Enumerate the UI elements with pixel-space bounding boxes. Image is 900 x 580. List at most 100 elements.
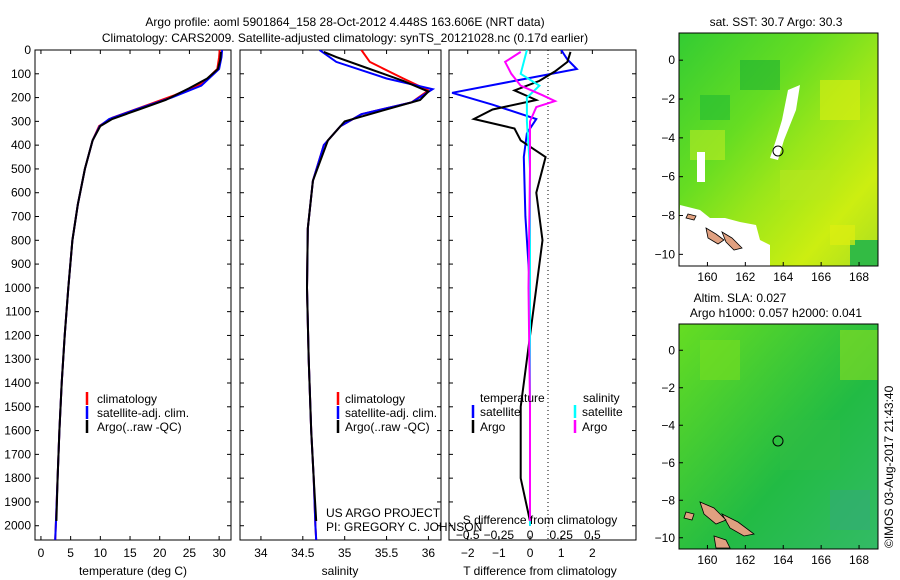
figure-title-line2: Climatology: CARS2009. Satellite-adjuste… bbox=[102, 31, 588, 45]
sal-xtick-label: 35.5 bbox=[375, 546, 399, 560]
temperature-legend-climatology: climatology bbox=[97, 392, 157, 406]
difference-xlabel-top: S difference from climatology bbox=[463, 513, 618, 527]
sla-map-ytick-label: −8 bbox=[661, 493, 675, 507]
sst-map-xtick-label: 160 bbox=[697, 270, 717, 284]
sla-map-ytick-label: −2 bbox=[661, 381, 675, 395]
dif-xtick-label: 1 bbox=[558, 546, 565, 560]
temperature-legend-argo: Argo(..raw -QC) bbox=[97, 420, 182, 434]
difference-panel: −2 −1 0 1 2 −0.5 −0.25 0 0.25 0.5 S difference fr… bbox=[448, 49, 637, 578]
temperature-axes-box bbox=[34, 49, 232, 541]
temp-xtick-label: 30 bbox=[212, 546, 226, 560]
legend-temp-argo: Argo bbox=[480, 420, 506, 434]
sla-map-argo-marker bbox=[772, 435, 784, 447]
salinity-legend-argo: Argo(..raw -QC) bbox=[345, 420, 430, 434]
pressure-tick-label: 1700 bbox=[4, 447, 31, 461]
sla-map-panel: Altim. SLA: 0.027 Argo h1000: 0.057 h200… bbox=[655, 291, 879, 567]
temperature-legend: climatology satellite-adj. clim. Argo(..… bbox=[85, 392, 189, 434]
temp-series-climatology bbox=[54, 50, 221, 540]
temp-xtick-label: 20 bbox=[153, 546, 167, 560]
salinity-diff-tick-label: 0.5 bbox=[584, 528, 601, 542]
pressure-tick-label: 900 bbox=[11, 257, 31, 271]
pressure-tick-label: 1300 bbox=[4, 352, 31, 366]
sla-map-ytick-label: −6 bbox=[661, 456, 675, 470]
temp-series-argo-raw-qc- bbox=[55, 51, 222, 522]
pressure-tick-label: 400 bbox=[11, 138, 31, 152]
sla-map-ytick-label: −4 bbox=[661, 418, 675, 432]
sla-map-title-line1: Altim. SLA: 0.027 bbox=[694, 291, 787, 305]
sla-map-xtick-label: 162 bbox=[735, 553, 755, 567]
pressure-tick-label: 700 bbox=[11, 210, 31, 224]
sal-xtick-label: 36 bbox=[422, 546, 436, 560]
legend-header-temperature: temperature bbox=[480, 391, 545, 405]
salinity-diff-tick-label: −0.25 bbox=[484, 528, 515, 542]
sst-map-xtick-label: 168 bbox=[849, 270, 869, 284]
temp-xtick-label: 0 bbox=[38, 546, 45, 560]
salinity-legend-climatology: climatology bbox=[345, 392, 405, 406]
temperature-legend-satellite: satellite-adj. clim. bbox=[97, 406, 189, 420]
temp-xtick-label: 15 bbox=[123, 546, 137, 560]
temp-xtick-label: 10 bbox=[94, 546, 108, 560]
legend-header-salinity: salinity bbox=[583, 391, 620, 405]
sst-map-islands bbox=[685, 213, 743, 251]
sst-map-xtick-label: 166 bbox=[811, 270, 831, 284]
sal-series-climatology bbox=[305, 50, 431, 540]
sal-xtick-label: 35 bbox=[338, 546, 352, 560]
temperature-panel: 0100200300400500600700800900100011001200… bbox=[4, 43, 232, 578]
sla-map-islands bbox=[683, 501, 755, 549]
pressure-tick-label: 2000 bbox=[4, 519, 31, 533]
temp-xtick-label: 25 bbox=[183, 546, 197, 560]
legend-sal-satellite: satellite bbox=[582, 405, 623, 419]
sal-series-argo-raw-qc- bbox=[305, 50, 431, 522]
temperature-xlabel: temperature (deg C) bbox=[79, 564, 187, 578]
sla-map-title-line2: Argo h1000: 0.057 h2000: 0.041 bbox=[690, 306, 862, 320]
pressure-tick-label: 600 bbox=[11, 186, 31, 200]
sla-map-xtick-label: 168 bbox=[849, 553, 869, 567]
sla-map-ytick-label: 0 bbox=[668, 343, 675, 357]
sst-map-argo-marker bbox=[772, 145, 784, 157]
sst-map-ytick-label: −10 bbox=[655, 247, 676, 261]
sla-map-patches bbox=[700, 330, 878, 530]
sst-map-ytick-label: 0 bbox=[668, 53, 675, 67]
salinity-diff-tick-label: 0 bbox=[527, 528, 534, 542]
legend-sal-argo: Argo bbox=[582, 420, 608, 434]
project-annotation: US ARGO PROJECT bbox=[326, 506, 441, 520]
dif-xtick-label: −1 bbox=[492, 546, 506, 560]
pressure-tick-label: 500 bbox=[11, 162, 31, 176]
sst-map-xtick-label: 164 bbox=[773, 270, 793, 284]
pressure-tick-label: 200 bbox=[11, 91, 31, 105]
dif-series-salinity-argo bbox=[503, 51, 558, 521]
salinity-legend-satellite: satellite-adj. clim. bbox=[345, 406, 437, 420]
pressure-tick-label: 1400 bbox=[4, 376, 31, 390]
sal-xtick-label: 34.5 bbox=[291, 546, 315, 560]
salinity-diff-tick-label: −0.5 bbox=[456, 528, 480, 542]
difference-axes-box bbox=[448, 49, 637, 541]
sla-map-xtick-label: 164 bbox=[773, 553, 793, 567]
sal-xtick-label: 34 bbox=[254, 546, 268, 560]
temp-xtick-label: 5 bbox=[67, 546, 74, 560]
sla-map-xtick-label: 166 bbox=[811, 553, 831, 567]
figure-title-line1: Argo profile: aoml 5901864_158 28-Oct-20… bbox=[145, 15, 544, 29]
pressure-tick-label: 1000 bbox=[4, 281, 31, 295]
sst-map-ytick-label: −4 bbox=[661, 131, 675, 145]
copyright-timestamp: ©IMOS 03-Aug-2017 21:43:40 bbox=[882, 385, 896, 548]
salinity-axes-box bbox=[239, 49, 442, 541]
dif-series-temperature-satellite bbox=[451, 50, 579, 526]
pressure-tick-label: 1900 bbox=[4, 495, 31, 509]
sla-map-ytick-label: −10 bbox=[655, 531, 676, 545]
dif-xtick-label: 2 bbox=[589, 546, 596, 560]
sla-map-frame bbox=[678, 323, 879, 550]
sst-map-frame bbox=[678, 32, 879, 267]
sst-map-no-data bbox=[679, 85, 800, 266]
pressure-tick-label: 1600 bbox=[4, 424, 31, 438]
salinity-xlabel: salinity bbox=[322, 564, 359, 578]
sst-map-ytick-label: −8 bbox=[661, 209, 675, 223]
sst-map-patches bbox=[690, 60, 878, 266]
sst-map-panel: sat. SST: 30.7 Argo: 30.3 160 162 164 166 16… bbox=[655, 15, 879, 284]
pressure-tick-label: 100 bbox=[11, 67, 31, 81]
salinity-diff-tick-label: 0.25 bbox=[550, 528, 574, 542]
dif-xtick-label: −2 bbox=[461, 546, 475, 560]
sst-map-xtick-label: 162 bbox=[735, 270, 755, 284]
pressure-tick-label: 300 bbox=[11, 114, 31, 128]
sst-map-ytick-label: −6 bbox=[661, 170, 675, 184]
